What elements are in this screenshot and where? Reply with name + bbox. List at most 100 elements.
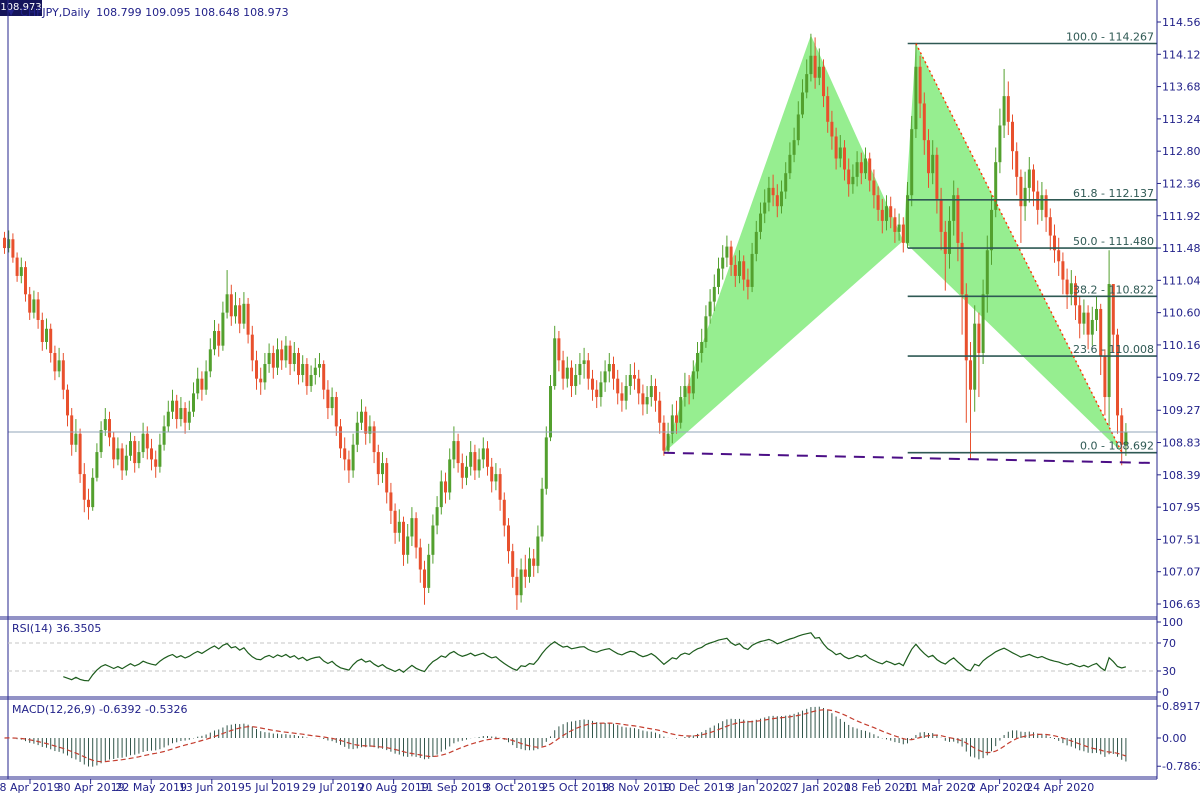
price-axis-label: 107.950 — [1162, 501, 1200, 514]
bear-candle — [977, 323, 981, 353]
ohlc-readout: 108.799 109.095 108.648 108.973 — [96, 6, 289, 19]
bear-candle — [1120, 415, 1124, 445]
bear-candle — [507, 525, 510, 552]
bull-candle — [360, 411, 363, 423]
bull-candle — [91, 477, 95, 508]
bull-candle — [57, 360, 61, 372]
chart-dropdown-icon[interactable]: ▼ — [8, 7, 15, 17]
bull-candle — [565, 367, 569, 379]
bull-candle — [767, 187, 771, 203]
bear-candle — [339, 426, 342, 449]
macd-axis: 0.8917 0.00 -0.7863 — [1157, 700, 1200, 773]
bear-candle — [150, 448, 153, 460]
date-axis-label: 2 Apr 2020 — [969, 781, 1030, 794]
bear-candle — [393, 510, 397, 533]
bull-candle — [192, 393, 195, 412]
bull-candle — [1095, 308, 1098, 320]
bull-candle — [914, 66, 918, 130]
rsi-axis-label: 30 — [1162, 665, 1176, 678]
date-axis-label: 10 Dec 2019 — [661, 781, 731, 794]
bull-candle — [700, 341, 704, 353]
date-axis-label: 20 Aug 2019 — [358, 781, 428, 794]
bear-candle — [175, 400, 179, 420]
bear-candle — [1036, 191, 1040, 210]
harmonic-pattern-xab[interactable] — [663, 35, 904, 453]
bear-candle — [271, 352, 275, 368]
symbol-title: CHFJPY,Daily — [20, 6, 91, 19]
bull-candle — [95, 452, 99, 478]
bull-candle — [137, 452, 141, 464]
bear-candle — [557, 338, 561, 361]
bull-candle — [330, 397, 334, 409]
bear-candle — [1061, 261, 1065, 280]
bull-candle — [355, 422, 359, 445]
bear-candle — [964, 294, 968, 361]
bull-candle — [838, 147, 842, 159]
bear-candle — [641, 393, 645, 405]
bull-candle — [721, 257, 725, 269]
date-axis-label: 8 Apr 2019 — [0, 781, 61, 794]
bull-candle — [162, 426, 166, 445]
bear-candle — [347, 459, 351, 471]
bear-candle — [969, 360, 972, 390]
bull-candle — [578, 364, 582, 376]
bull-candle — [19, 267, 23, 276]
price-axis-label: 113.680 — [1162, 81, 1200, 94]
bull-candle — [931, 154, 935, 174]
price-axis-label: 109.720 — [1162, 371, 1200, 384]
bull-candle — [221, 312, 225, 346]
pattern-edge-dotted[interactable] — [915, 43, 1123, 453]
bear-candle — [502, 499, 506, 526]
bull-candle — [712, 286, 716, 302]
bear-candle — [322, 364, 326, 390]
price-axis-label: 113.240 — [1162, 113, 1200, 126]
bear-candle — [53, 352, 57, 372]
bear-candle — [326, 389, 330, 409]
macd-indicator-label: MACD(12,26,9) -0.6392 -0.5326 — [12, 703, 188, 716]
bull-candle — [368, 426, 372, 434]
bull-candle — [985, 250, 989, 295]
bull-candle — [309, 375, 313, 387]
bull-candle — [381, 463, 384, 475]
bear-candle — [1011, 121, 1014, 152]
bear-candle — [1006, 96, 1010, 122]
bull-candle — [435, 507, 439, 526]
bull-candle — [204, 371, 208, 390]
bull-candle — [1002, 96, 1006, 126]
date-axis-label: 25 Oct 2019 — [541, 781, 609, 794]
bull-candle — [750, 253, 754, 287]
bear-candle — [889, 206, 893, 218]
bear-candle — [1032, 169, 1035, 192]
fibonacci-retracement[interactable]: 100.0 - 114.267 61.8 - 112.137 50.0 - 111.… — [907, 31, 1157, 454]
rsi-line — [63, 632, 1127, 682]
fib-level-label: 50.0 - 111.480 — [1073, 235, 1154, 248]
bear-candle — [280, 349, 284, 361]
bear-candle — [250, 334, 254, 361]
bear-candle — [78, 433, 82, 475]
bull-candle — [469, 452, 473, 467]
bull-candle — [817, 66, 821, 78]
bull-candle — [267, 352, 271, 365]
bull-candle — [141, 433, 145, 453]
bear-candle — [1015, 151, 1019, 177]
bull-candle — [855, 162, 859, 177]
bear-candle — [108, 419, 111, 438]
bear-candle — [687, 386, 691, 394]
bull-candle — [1107, 284, 1111, 398]
price-axis: 114.560 114.120 113.680 113.240 112.800 112.3… — [1157, 16, 1200, 611]
bull-candle — [351, 444, 355, 471]
bear-candle — [658, 400, 662, 423]
macd-axis-label: 0.00 — [1162, 732, 1187, 745]
bull-candle — [788, 154, 792, 174]
bull-candle — [129, 441, 132, 456]
price-axis-label: 111.480 — [1162, 242, 1200, 255]
bear-candle — [1044, 195, 1048, 218]
bull-candle — [234, 305, 237, 317]
bull-candle — [406, 536, 410, 555]
bear-candle — [742, 261, 746, 280]
trendline-dashed[interactable] — [663, 451, 1158, 465]
bull-candle — [1124, 432, 1128, 445]
bull-candle — [536, 536, 540, 566]
